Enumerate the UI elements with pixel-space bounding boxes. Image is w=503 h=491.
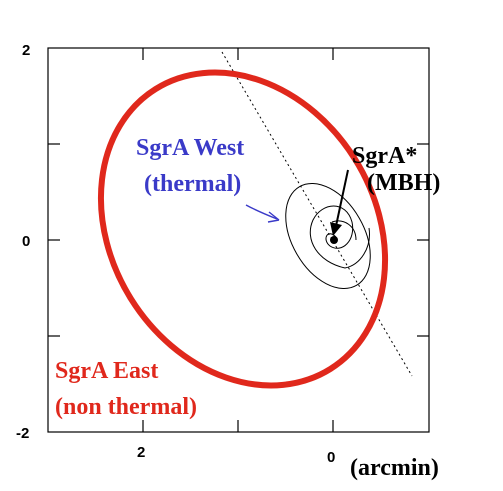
y-tick-label-bottom: -2 <box>16 425 29 442</box>
sgra-star-point <box>330 236 338 244</box>
sgra-east-label: SgrA East <box>55 358 158 384</box>
y-tick-label-middle: 0 <box>22 233 30 250</box>
sgra-west-label: SgrA West <box>136 135 244 161</box>
x-unit-label: (arcmin) <box>350 455 439 481</box>
top-ticks <box>142 48 334 60</box>
sgra-west-spiral <box>285 182 371 290</box>
sgra-west-type-label: (thermal) <box>144 171 241 197</box>
sgra-west-arrow <box>245 204 280 223</box>
sgra-star-label: SgrA* <box>352 143 417 169</box>
x-tick-label-0: 0 <box>327 449 335 466</box>
bottom-ticks <box>142 420 334 432</box>
x-tick-label-2: 2 <box>137 444 145 461</box>
sgra-star-arrow <box>330 169 349 236</box>
sgra-east-shell <box>97 69 389 389</box>
sgra-east-type-label: (non thermal) <box>55 394 197 420</box>
y-tick-label-top: 2 <box>22 42 30 59</box>
sgra-star-type-label: (MBH) <box>367 170 440 196</box>
left-ticks <box>48 143 60 337</box>
right-ticks <box>417 143 429 337</box>
